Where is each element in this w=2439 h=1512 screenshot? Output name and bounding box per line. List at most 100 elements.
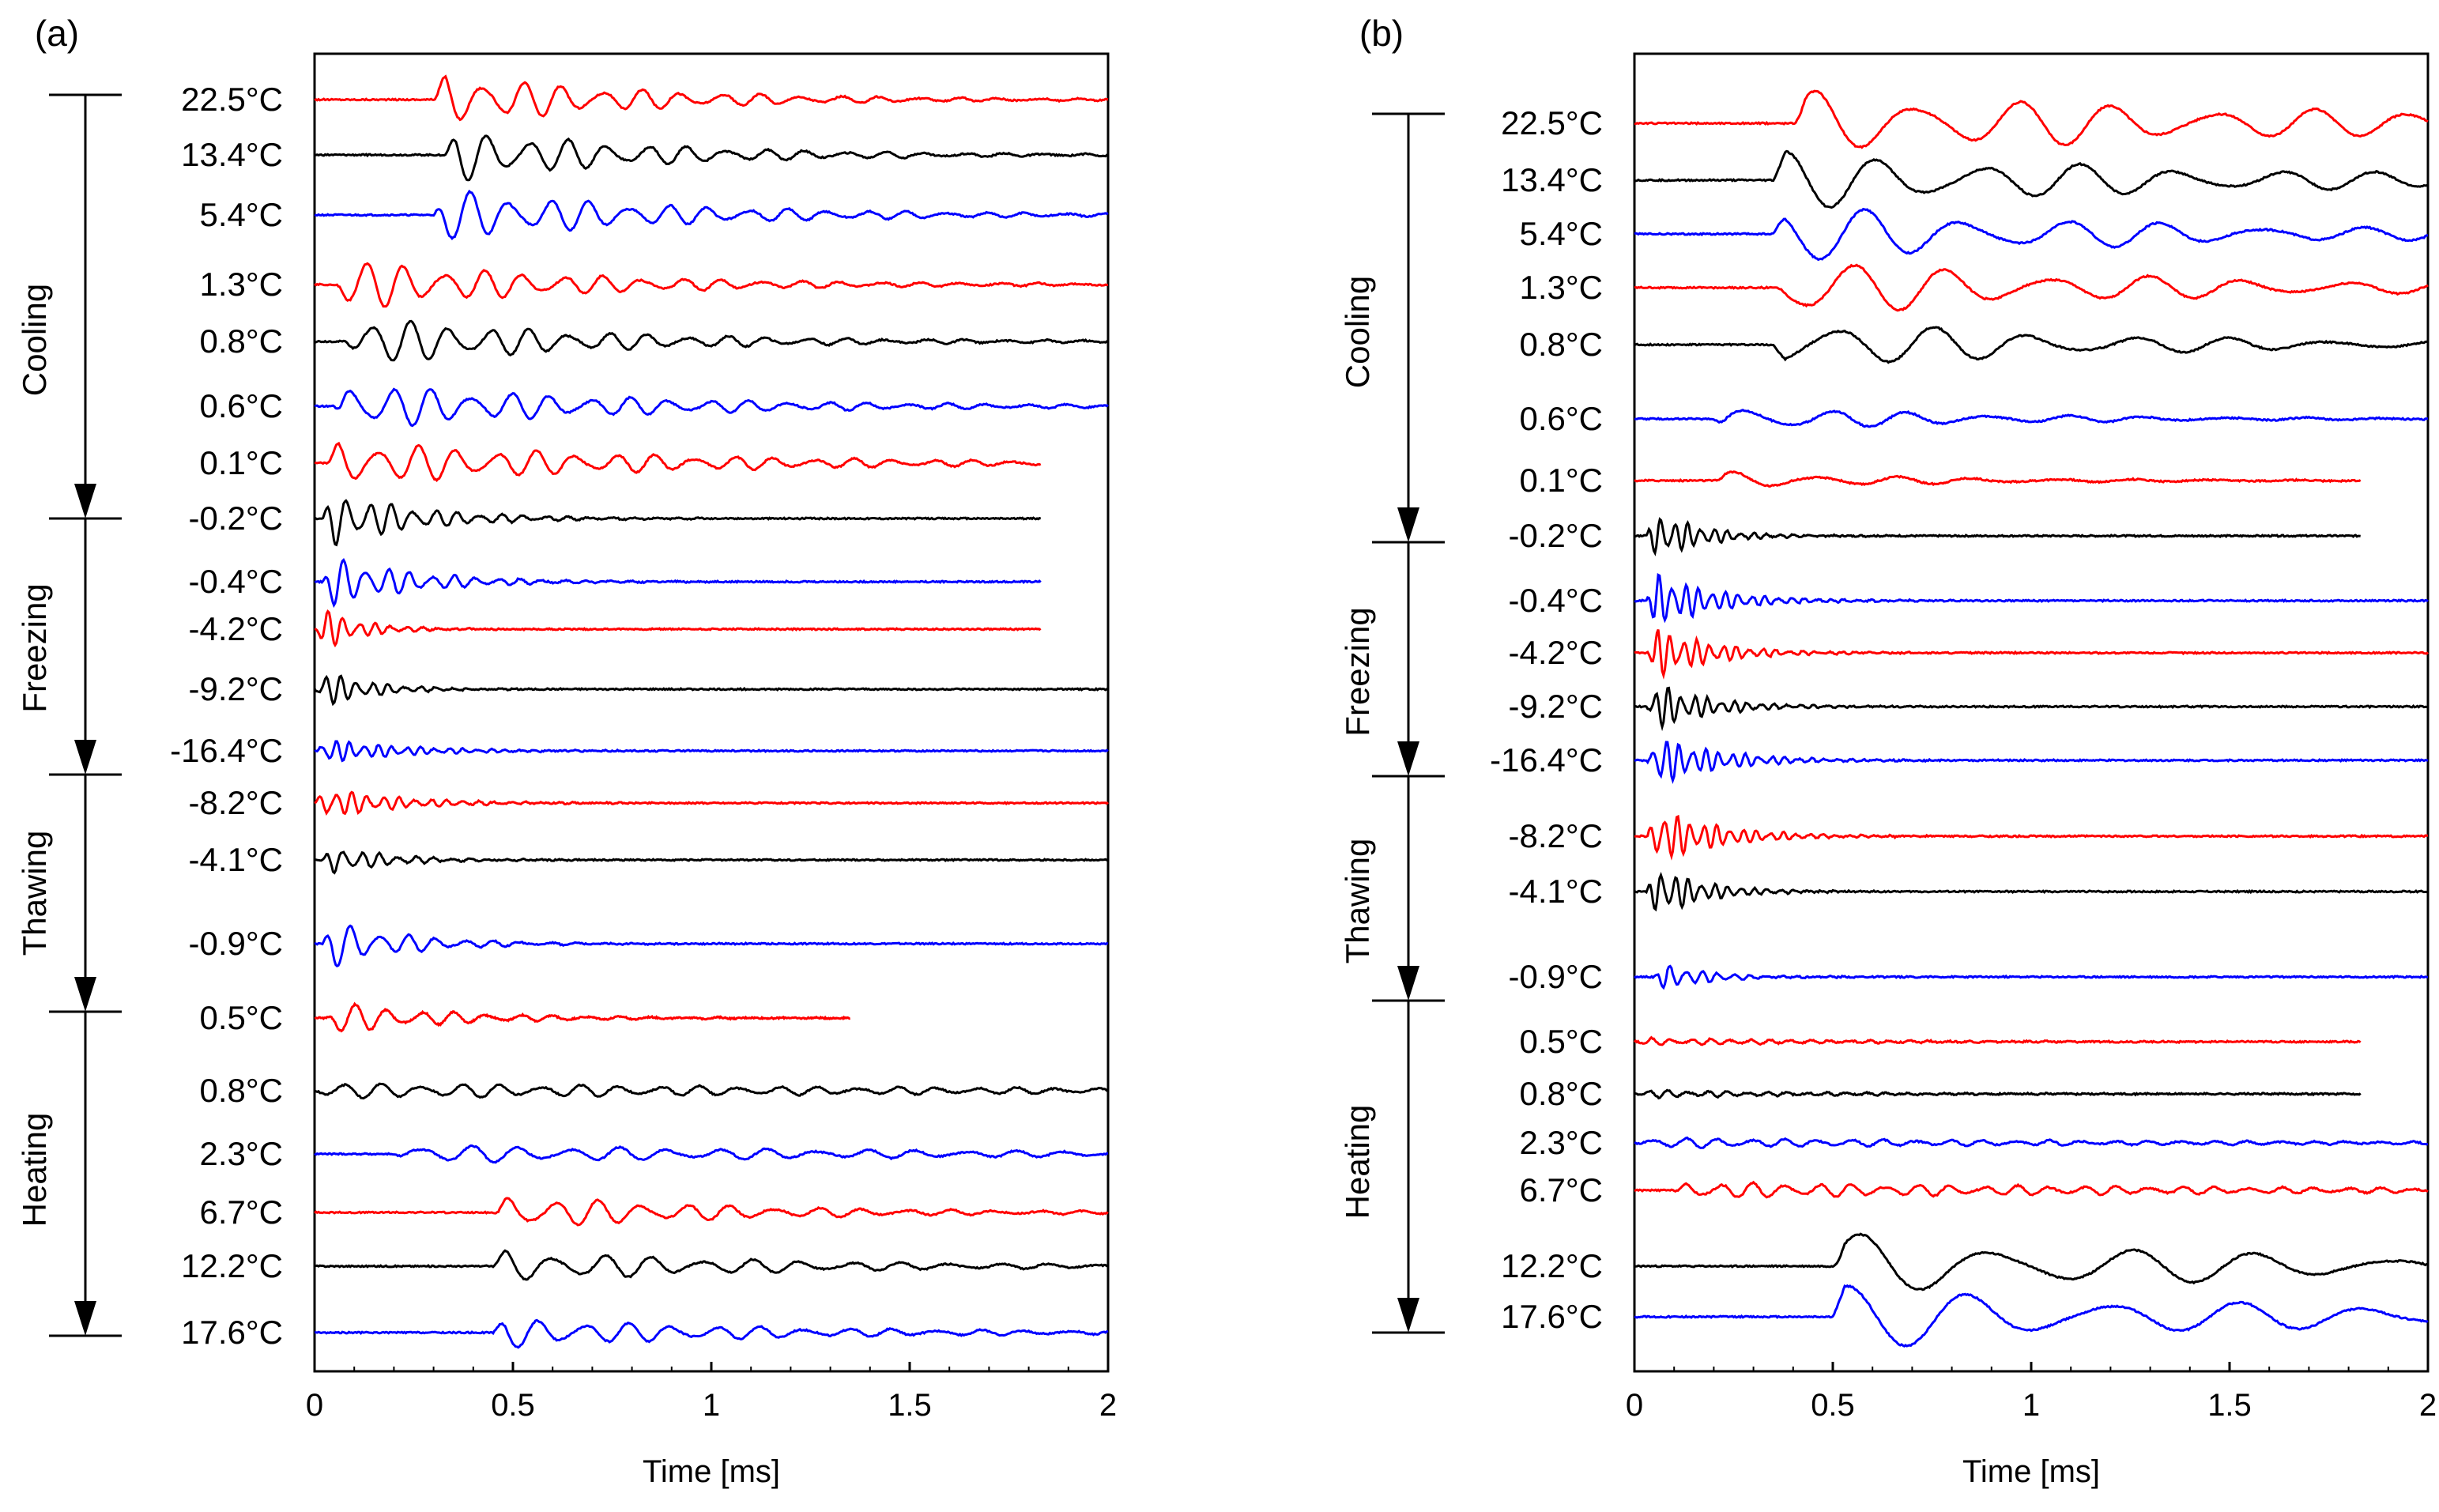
trace-label: -0.2°C xyxy=(189,500,284,537)
trace-label: 1.3°C xyxy=(199,266,283,303)
trace-label: -16.4°C xyxy=(170,732,283,769)
trace-label: 13.4°C xyxy=(1501,161,1603,198)
phase-arrow-head xyxy=(1397,1298,1419,1333)
trace-6.7°C xyxy=(314,1197,1109,1227)
trace--9.2°C xyxy=(1634,686,2429,732)
trace-label: -0.9°C xyxy=(189,925,284,962)
trace--16.4°C xyxy=(1634,741,2429,784)
phase-label: Freezing xyxy=(16,583,53,712)
phase-label: Freezing xyxy=(1339,607,1376,736)
trace-17.6°C xyxy=(1634,1284,2429,1348)
x-tick-label: 2 xyxy=(1099,1388,1117,1423)
phase-arrow-head xyxy=(1397,741,1419,776)
trace-label: 12.2°C xyxy=(181,1247,283,1284)
panel-b: (b) 0 0.5 1 1.5 2 Time [ms] 22.5°C 13.4°C 5.4°C 1.… xyxy=(1339,13,2437,1489)
trace-13.4°C xyxy=(314,134,1109,182)
trace--4.1°C xyxy=(314,850,1109,875)
trace--4.1°C xyxy=(1634,871,2429,912)
trace-22.5°C xyxy=(314,74,1109,122)
trace-label: -8.2°C xyxy=(1509,817,1604,854)
trace-0.6°C xyxy=(314,387,1109,428)
trace-22.5°C xyxy=(1634,89,2429,149)
trace-1.3°C xyxy=(314,262,1109,308)
phase-label: Heating xyxy=(16,1113,53,1227)
trace-label: 0.8°C xyxy=(1519,326,1603,363)
trace--8.2°C xyxy=(314,790,1109,816)
trace-label: -8.2°C xyxy=(189,784,284,821)
phase-arrow-head xyxy=(74,1301,96,1336)
panel-a: (a) 0 0.5 1 1.5 2 Time [ms] 22.5°C 13.4°C 5.4°C 1.… xyxy=(16,13,1117,1489)
trace-0.8°C xyxy=(1634,326,2429,364)
x-tick-label: 0.5 xyxy=(1811,1388,1855,1423)
trace-label: 1.3°C xyxy=(1519,269,1603,306)
plot-frame xyxy=(313,52,1110,1373)
trace-label: 0.8°C xyxy=(199,322,283,360)
x-tick-label: 0 xyxy=(1626,1388,1643,1423)
x-tick-label: 0 xyxy=(306,1388,323,1423)
trace-label: 0.6°C xyxy=(1519,400,1603,437)
trace-label: 0.6°C xyxy=(199,387,283,424)
trace-label: -16.4°C xyxy=(1490,741,1603,779)
trace-label: -4.2°C xyxy=(1509,634,1604,671)
trace--8.2°C xyxy=(1634,814,2429,861)
phase-label: Cooling xyxy=(1339,276,1376,388)
trace--4.2°C xyxy=(1634,629,2430,680)
x-axis-title: Time [ms] xyxy=(1962,1454,2100,1489)
trace-label: 0.1°C xyxy=(199,444,283,481)
trace-label: -0.2°C xyxy=(1509,517,1604,554)
phase-arrow-head xyxy=(74,977,96,1012)
panel-label: (b) xyxy=(1359,13,1404,54)
trace-label: 0.8°C xyxy=(1519,1075,1603,1112)
trace--16.4°C xyxy=(314,740,1109,763)
trace-17.6°C xyxy=(315,1318,1109,1349)
x-tick-label: 0.5 xyxy=(491,1388,535,1423)
trace-label: 0.1°C xyxy=(1519,462,1603,499)
phase-label: Thawing xyxy=(1339,839,1376,964)
trace-label: -0.9°C xyxy=(1509,958,1604,995)
x-tick-label: 1.5 xyxy=(2207,1388,2252,1423)
trace-label: 2.3°C xyxy=(1519,1124,1603,1161)
phase-label: Thawing xyxy=(16,831,53,956)
trace--0.9°C xyxy=(1633,964,2429,990)
trace-0.5°C xyxy=(314,1001,850,1033)
trace-label: 0.5°C xyxy=(199,999,283,1036)
trace-label: 6.7°C xyxy=(1519,1171,1603,1208)
trace-label: -0.4°C xyxy=(189,563,284,600)
trace-0.8°C xyxy=(314,1082,1109,1100)
x-axis-title: Time [ms] xyxy=(643,1454,780,1489)
trace--0.4°C xyxy=(1634,573,2429,624)
trace-5.4°C xyxy=(314,189,1109,240)
phase-arrow-head xyxy=(1397,507,1419,542)
trace-6.7°C xyxy=(1634,1180,2429,1199)
trace-label: 17.6°C xyxy=(181,1314,283,1351)
trace-label: 12.2°C xyxy=(1501,1247,1603,1284)
trace-0.8°C xyxy=(314,319,1109,362)
trace-13.4°C xyxy=(1634,149,2429,209)
x-tick-label: 1 xyxy=(2022,1388,2040,1423)
trace-0.6°C xyxy=(1634,409,2429,428)
trace-label: -9.2°C xyxy=(189,670,284,707)
trace-label: 2.3°C xyxy=(199,1135,283,1172)
phase-label: Heating xyxy=(1339,1105,1376,1220)
trace--0.2°C xyxy=(314,499,1042,547)
trace-label: -0.4°C xyxy=(1509,582,1604,619)
trace-label: 6.7°C xyxy=(199,1193,283,1231)
plot-frame xyxy=(1633,52,2430,1373)
trace-label: 5.4°C xyxy=(1519,215,1603,252)
phase-arrow-head xyxy=(74,484,96,518)
trace-2.3°C xyxy=(314,1144,1109,1164)
trace-label: 5.4°C xyxy=(199,196,283,233)
trace-0.5°C xyxy=(1633,1035,2362,1046)
phase-arrow-head xyxy=(74,740,96,775)
x-tick-label: 1 xyxy=(703,1388,720,1423)
trace--0.4°C xyxy=(314,557,1042,609)
trace-label: 0.8°C xyxy=(199,1072,283,1109)
trace-0.1°C xyxy=(1634,470,2362,488)
trace--4.2°C xyxy=(314,609,1042,648)
trace-0.1°C xyxy=(314,441,1042,483)
trace-12.2°C xyxy=(314,1249,1109,1281)
trace-label: 22.5°C xyxy=(1501,104,1603,141)
trace-label: 17.6°C xyxy=(1501,1298,1603,1335)
trace-label: -4.2°C xyxy=(189,610,284,647)
trace-label: -4.1°C xyxy=(189,841,284,878)
